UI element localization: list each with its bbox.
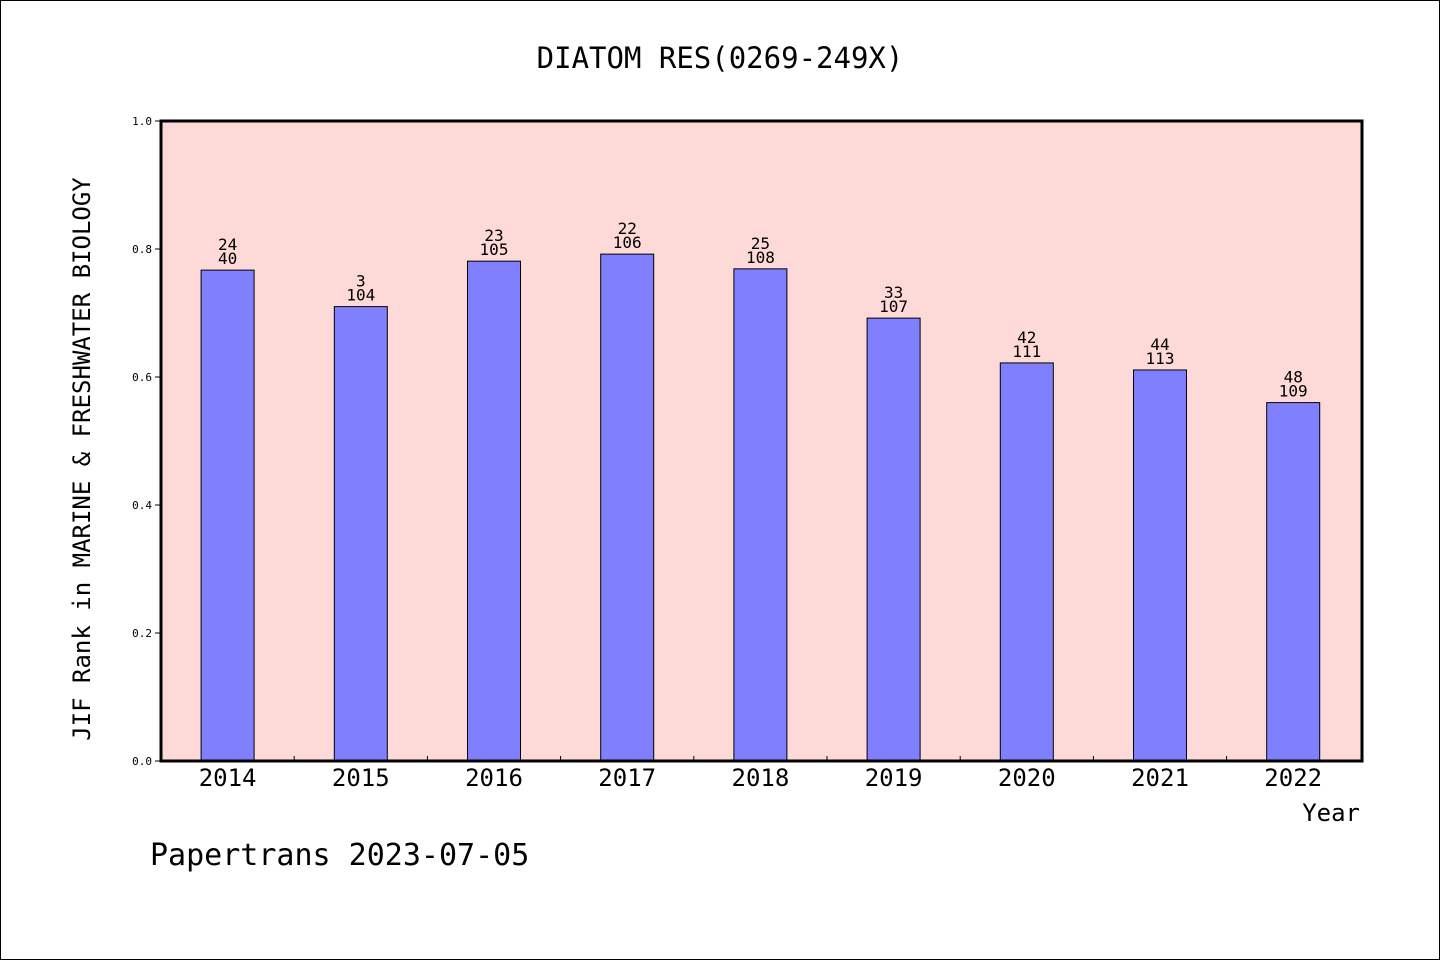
x-tick-label-2016: 2016 <box>465 764 523 792</box>
bar-total-label-2020: 111 <box>1012 342 1041 361</box>
y-tick-label: 0.6 <box>132 371 152 384</box>
x-tick-label-2014: 2014 <box>199 764 257 792</box>
bar-rank-label-2016: 23 <box>484 226 503 245</box>
bar-2015 <box>333 306 388 762</box>
y-tick-label: 1.0 <box>132 115 152 128</box>
bar-rank-label-2017: 22 <box>618 219 637 238</box>
bar-rank-label-2015: 3 <box>356 272 366 291</box>
bar-total-label-2016: 105 <box>480 240 509 259</box>
bar-total-label-2018: 108 <box>746 248 775 267</box>
bar-rank-label-2019: 33 <box>884 283 903 302</box>
bar-total-label-2014: 40 <box>218 249 237 268</box>
y-tick-label: 0.4 <box>132 499 152 512</box>
bar-2016 <box>467 260 521 762</box>
bar-2018 <box>733 268 788 762</box>
y-axis-ticks: 0.0 0.2 0.4 0.6 0.8 1.0 <box>132 115 161 768</box>
bar-rank-label-2014: 24 <box>218 235 237 254</box>
x-tick-label-2017: 2017 <box>598 764 656 792</box>
bar-total-label-2022: 109 <box>1279 382 1308 401</box>
y-tick-label: 0.0 <box>132 755 152 768</box>
bar-2014 <box>200 269 255 762</box>
x-tick-label-2020: 2020 <box>998 764 1056 792</box>
bar-2017 <box>600 253 655 762</box>
y-tick-label: 0.8 <box>132 243 152 256</box>
x-tick-label-2018: 2018 <box>732 764 790 792</box>
bar-rank-label-2018: 25 <box>751 234 770 253</box>
y-axis-label: JIF Rank in MARINE & FRESHWATER BIOLOGY <box>68 177 96 741</box>
bar-total-label-2017: 106 <box>613 233 642 252</box>
footer-text: Papertrans 2023-07-05 <box>150 838 529 873</box>
y-tick-label: 0.2 <box>132 627 152 640</box>
x-axis-ticks: 2014 2015 2016 2017 2018 2019 2020 2021 2022 <box>199 756 1322 792</box>
bar-rank-label-2021: 44 <box>1150 335 1169 354</box>
x-tick-label-2015: 2015 <box>332 764 390 792</box>
bar-total-label-2021: 113 <box>1146 349 1175 368</box>
x-axis-label: Year <box>1302 799 1360 827</box>
bar-2019 <box>866 317 921 762</box>
x-tick-label-2022: 2022 <box>1264 764 1322 792</box>
chart-title: DIATOM RES(0269-249X) <box>537 41 904 75</box>
plot-frame <box>159 119 1364 763</box>
bar-2021 <box>1133 369 1187 762</box>
bar-2022 <box>1266 402 1321 762</box>
bar-total-label-2019: 107 <box>879 297 908 316</box>
bars-group <box>200 253 1321 762</box>
bar-total-label-2015: 104 <box>346 286 375 305</box>
x-tick-label-2021: 2021 <box>1131 764 1189 792</box>
bar-rank-label-2022: 48 <box>1284 368 1303 387</box>
x-tick-label-2019: 2019 <box>865 764 923 792</box>
bar-rank-label-2020: 42 <box>1017 328 1036 347</box>
bar-2020 <box>999 362 1054 762</box>
